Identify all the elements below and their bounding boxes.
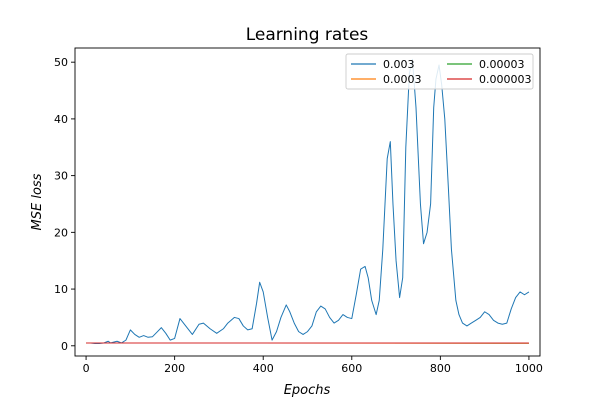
y-tick-label-2: 20 bbox=[54, 226, 68, 239]
x-tick-label-3: 600 bbox=[341, 362, 362, 375]
plot-area bbox=[86, 58, 530, 345]
legend-box bbox=[345, 53, 534, 90]
x-axis-label: Epochs bbox=[284, 383, 331, 398]
legend-label-3: 0.000003 bbox=[479, 73, 532, 86]
axes-frame bbox=[74, 47, 541, 357]
legend-label-0: 0.003 bbox=[383, 58, 415, 71]
legend-label-1: 0.0003 bbox=[383, 73, 422, 86]
x-tick-label-5: 1000 bbox=[515, 362, 543, 375]
y-axis-label: MSE loss bbox=[30, 173, 45, 230]
y-tick-label-1: 10 bbox=[54, 283, 68, 296]
y-tick-label-0: 0 bbox=[61, 340, 68, 353]
y-tick-label-4: 40 bbox=[54, 113, 68, 126]
chart-title: Learning rates bbox=[246, 25, 369, 45]
series-line-0 bbox=[86, 58, 530, 345]
legend-label-2: 0.00003 bbox=[479, 58, 525, 71]
y-tick-label-5: 50 bbox=[54, 56, 68, 69]
axis-ticks: 0 200 400 600 800 1000 0 10 20 30 40 50 bbox=[54, 56, 543, 375]
y-tick-label-3: 30 bbox=[54, 170, 68, 183]
x-tick-label-2: 400 bbox=[253, 362, 274, 375]
x-tick-label-1: 200 bbox=[164, 362, 185, 375]
legend: 0.003 0.0003 0.00003 0.000003 bbox=[345, 53, 534, 90]
x-tick-label-4: 800 bbox=[430, 362, 451, 375]
x-tick-label-0: 0 bbox=[83, 362, 90, 375]
